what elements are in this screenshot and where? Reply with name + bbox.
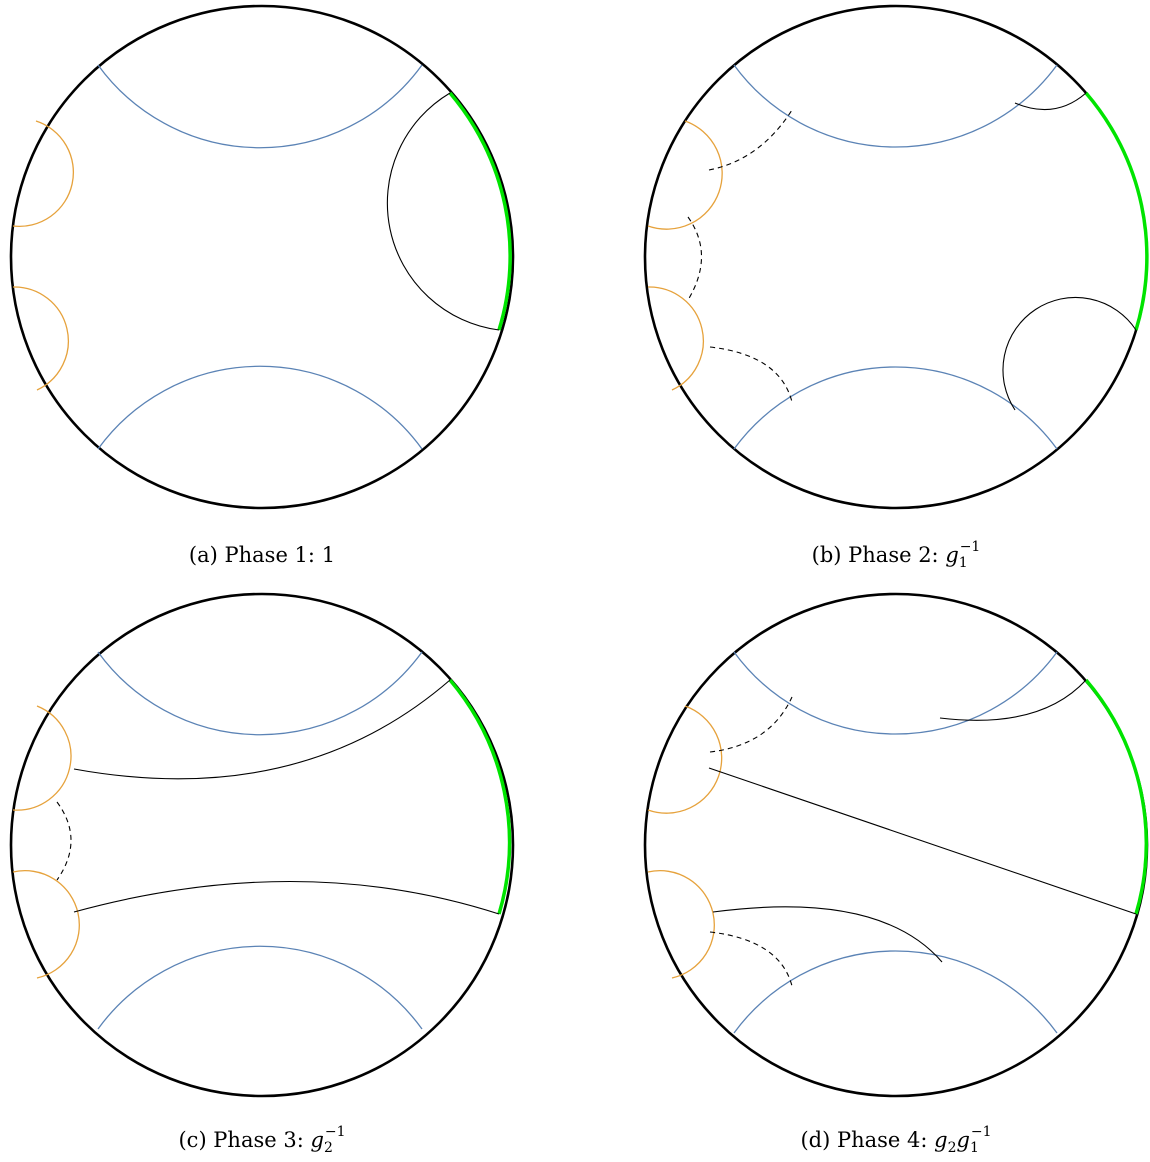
green-boundary-arc [1084,91,1149,331]
black-geodesic-lower [73,880,500,915]
orange-geodesic-lower [12,870,80,979]
panel-c [9,592,515,1098]
black-geodesic [386,92,500,331]
orange-geodesic-upper [12,120,75,228]
dashed-geodesic-upper [708,109,793,171]
orange-geodesic-lower [647,286,704,391]
caption-a: (a) Phase 1: 1 [189,543,335,567]
blue-geodesic-bottom [733,950,1058,1034]
dashed-geodesic-middle [687,216,703,301]
disk-boundary [643,592,1149,1098]
caption-b: (b) Phase 2: g1−1 [812,539,981,571]
caption-d: (d) Phase 4: g2g1−1 [800,1124,991,1156]
blue-geodesic-bottom [733,366,1058,450]
blue-geodesic-top [733,651,1058,735]
panel-a [9,4,515,510]
blue-geodesic-top [733,64,1058,148]
green-boundary-arc [1084,678,1148,915]
black-geodesic-diagonal [708,767,1137,915]
disk-boundary [9,592,515,1098]
panel-b [643,4,1149,510]
black-geodesic-top [939,679,1087,721]
orange-geodesic-lower [647,870,715,979]
orange-geodesic-lower [12,286,69,391]
black-geodesic-upper [73,679,451,780]
blue-geodesic-bottom [97,945,423,1030]
orange-geodesic-upper [647,120,723,230]
dashed-geodesic-middle [56,801,72,881]
blue-geodesic-bottom [97,365,423,450]
blue-geodesic-top [97,651,423,736]
dashed-geodesic-lower [709,346,793,403]
black-geodesic-top [1014,92,1087,110]
orange-geodesic-upper [12,705,72,811]
orange-geodesic-upper [647,705,723,814]
black-geodesic-bottom [1002,296,1137,411]
green-boundary-arc [448,678,512,915]
panel-d [643,592,1149,1098]
black-geodesic-lower [712,906,943,963]
blue-geodesic-top [97,64,423,149]
dashed-geodesic-lower [709,931,793,987]
disk-boundary [643,4,1149,510]
green-boundary-arc [448,91,512,331]
disk-boundary [9,4,515,510]
caption-c: (c) Phase 3: g2−1 [178,1124,345,1156]
dashed-geodesic-upper [709,696,793,753]
